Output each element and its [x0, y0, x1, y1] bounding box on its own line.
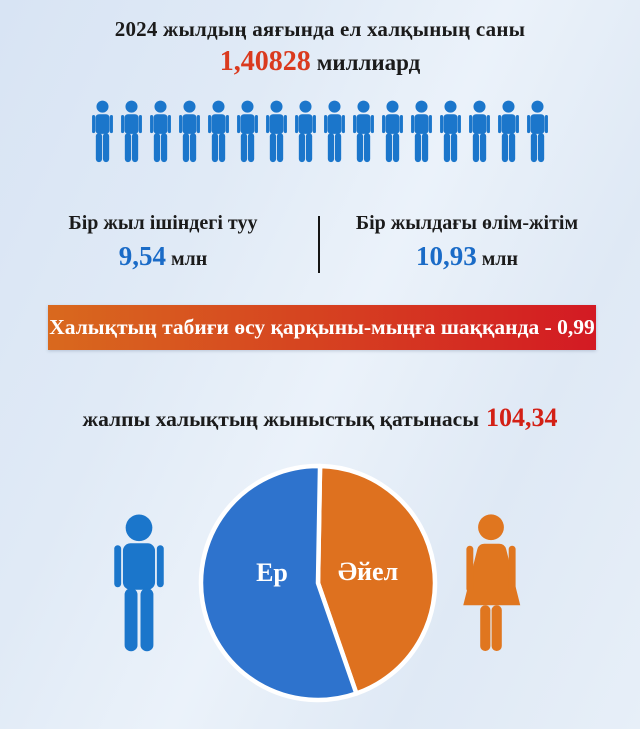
natural-growth-text: Халықтың табиғи өсу қарқыны-мыңға шаққан…	[49, 315, 595, 339]
person-icon	[295, 100, 316, 163]
deaths-value: 10,93	[415, 241, 477, 271]
pie-slice-0	[315, 463, 438, 696]
pie-label-female: Әйел	[337, 557, 399, 586]
person-icon	[150, 100, 171, 163]
person-icon	[498, 100, 519, 163]
page-title: 2024 жылдың аяғында ел халқының саны	[114, 17, 526, 41]
pie-label-male: Ер	[256, 558, 288, 587]
male-figure-icon	[114, 514, 164, 652]
person-icon	[469, 100, 490, 163]
natural-growth-banner: Халықтың табиғи өсу қарқыны-мыңға шаққан…	[48, 305, 596, 350]
female-figure-icon	[463, 514, 521, 651]
person-icon	[208, 100, 229, 163]
deaths-stat: Бір жылдағы өлім-жітім 10,93 млн	[337, 212, 597, 272]
sex-pie-chart: Ер Әйел	[193, 458, 443, 708]
person-icon	[179, 100, 200, 163]
person-icon	[324, 100, 345, 163]
births-value-line: 9,54 млн	[33, 241, 293, 272]
person-icon	[411, 100, 432, 163]
person-icon	[266, 100, 287, 163]
population-icon-row	[0, 97, 640, 168]
population-unit: миллиард	[316, 50, 421, 75]
population-total: 1,40828 миллиард	[0, 46, 640, 78]
deaths-label: Бір жылдағы өлім-жітім	[355, 212, 579, 234]
deaths-unit: млн	[481, 248, 519, 270]
sex-ratio-label: жалпы халықтың жыныстық қатынасы	[82, 407, 480, 431]
pie-slice-1	[198, 463, 359, 703]
person-icon	[353, 100, 374, 163]
births-unit: млн	[170, 248, 208, 270]
person-icon	[121, 100, 142, 163]
births-value: 9,54	[118, 241, 166, 271]
person-icon	[440, 100, 461, 163]
population-value: 1,40828	[219, 46, 311, 77]
person-icon	[92, 100, 113, 163]
sex-ratio-line: жалпы халықтың жыныстық қатынасы 104,34	[0, 403, 640, 433]
stats-divider	[318, 216, 320, 273]
births-label: Бір жыл ішіндегі туу	[68, 212, 258, 234]
births-stat: Бір жыл ішіндегі туу 9,54 млн	[33, 212, 293, 272]
person-icon	[382, 100, 403, 163]
person-icon	[527, 100, 548, 163]
sex-pie-svg	[198, 463, 438, 703]
person-icon	[237, 100, 258, 163]
sex-ratio-value: 104,34	[486, 403, 558, 432]
deaths-value-line: 10,93 млн	[337, 241, 597, 272]
